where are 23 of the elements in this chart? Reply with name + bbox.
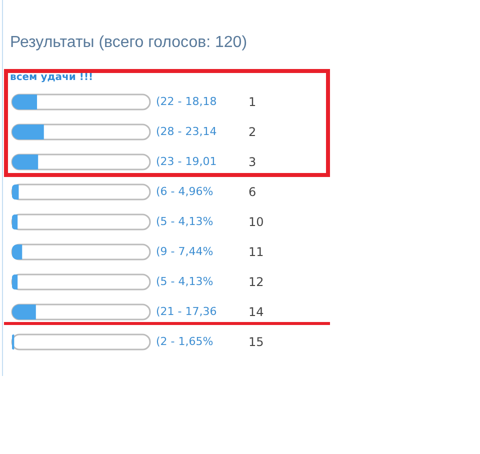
data-label: (9 - 7,44% (156, 245, 214, 258)
y-tick-label: 12 (248, 275, 264, 289)
y-tick-label: 6 (248, 185, 256, 199)
y-tick-label: 3 (248, 155, 256, 169)
bar (12, 94, 38, 110)
chart-title: Результаты (всего голосов: 120) (10, 34, 248, 51)
data-label: (23 - 19,01 (156, 155, 217, 168)
bar (12, 154, 38, 170)
y-tick-label: 15 (248, 335, 264, 349)
data-label: (2 - 1,65% (156, 335, 214, 348)
data-label: (5 - 4,13% (156, 275, 214, 288)
chart-subtitle: всем удачи !!! (10, 72, 94, 83)
y-tick-label: 2 (248, 125, 256, 139)
y-tick-label: 10 (248, 215, 264, 229)
y-tick-label: 11 (248, 245, 264, 259)
data-label: (21 - 17,36 (156, 305, 217, 318)
data-label: (6 - 4,96% (156, 185, 214, 198)
bar (12, 124, 44, 140)
y-tick-label: 14 (248, 305, 264, 319)
data-label: (5 - 4,13% (156, 215, 214, 228)
data-label: (28 - 23,14 (156, 125, 217, 138)
data-label: (22 - 18,18 (156, 95, 217, 108)
y-tick-label: 1 (248, 95, 256, 109)
